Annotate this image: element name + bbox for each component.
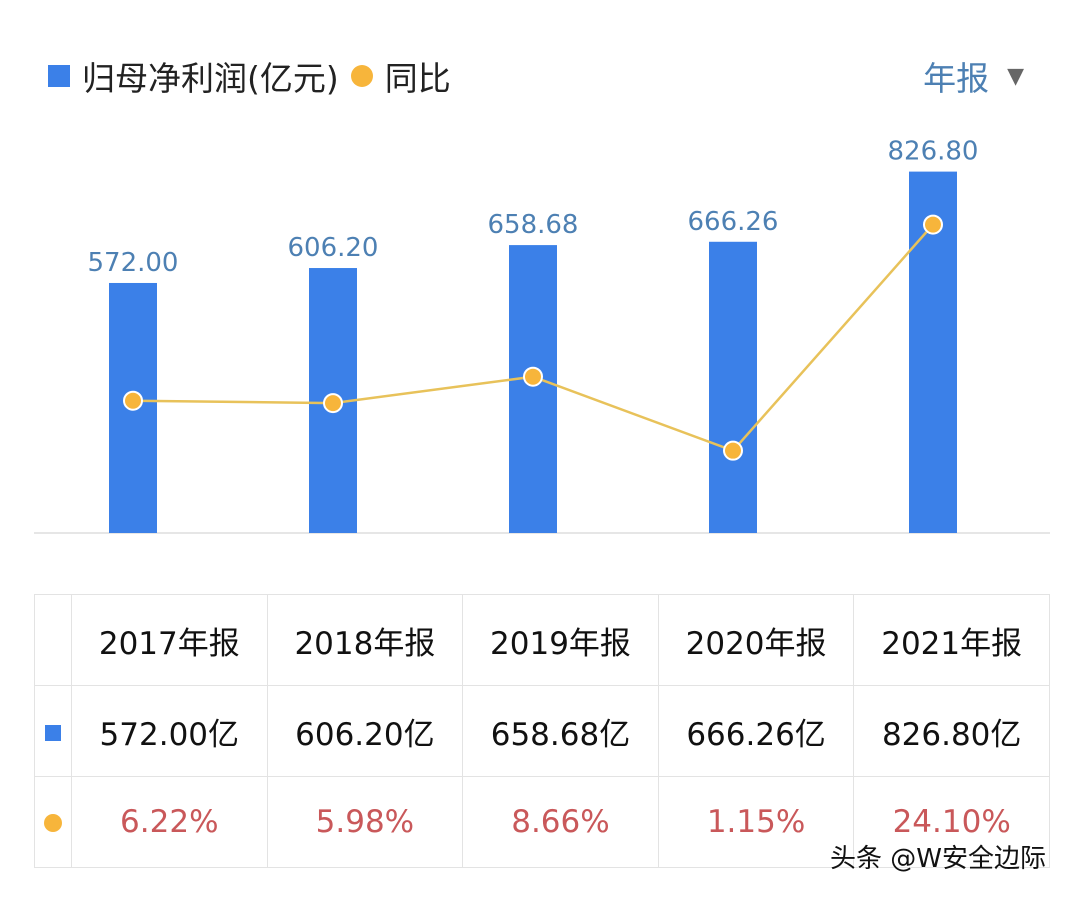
- header-cell: 2020年报: [657, 594, 855, 686]
- caret-down-icon: ▼: [1007, 63, 1024, 89]
- header-cell: 2017年报: [71, 594, 268, 686]
- chart: 572.00 606.20 658.68 666.26 826.80: [34, 137, 1050, 534]
- bar-label: 572.00: [88, 248, 179, 278]
- value-cell: 572.00亿: [71, 685, 268, 777]
- pct-cell: 5.98%: [266, 776, 464, 868]
- bar-legend-swatch: [48, 65, 70, 87]
- value-cell: 666.26亿: [657, 685, 855, 777]
- yoy-point: [523, 366, 543, 387]
- header-cell: 2018年报: [266, 594, 464, 686]
- bar-label: 658.68: [488, 210, 579, 240]
- watermark: 头条 @W安全边际: [830, 844, 1046, 874]
- period-label: 年报: [923, 59, 990, 98]
- bar-label: 606.20: [288, 233, 379, 263]
- bar-label: 666.26: [688, 207, 779, 237]
- header-cell: 2019年报: [462, 594, 659, 686]
- bar-legend-cell: [34, 685, 72, 777]
- line-legend-swatch: [350, 65, 373, 87]
- value-cell: 826.80亿: [853, 685, 1050, 777]
- legend-series2: 同比: [384, 59, 451, 98]
- pct-cell: 24.10%: [853, 776, 1050, 868]
- bar: [709, 241, 757, 533]
- yoy-point: [723, 440, 743, 461]
- line-legend-cell: [34, 776, 72, 868]
- corner-cell: [34, 594, 72, 686]
- value-cell: 658.68亿: [462, 685, 659, 777]
- legend-series1: 归母净利润(亿元): [82, 59, 339, 98]
- square-icon: [45, 725, 61, 741]
- pct-cell: 8.66%: [462, 776, 659, 868]
- bar-label: 826.80: [888, 137, 979, 167]
- data-table: 2017年报 2018年报 2019年报 2020年报 2021年报 572.00亿 60…: [34, 594, 1050, 868]
- legend: 归母净利润(亿元) 同比: [48, 52, 451, 100]
- circle-icon: [44, 814, 62, 832]
- yoy-point: [323, 393, 343, 414]
- value-cell: 606.20亿: [266, 685, 464, 777]
- bar: [509, 245, 557, 533]
- pct-cell: 1.15%: [657, 776, 855, 868]
- yoy-point: [123, 390, 143, 411]
- pct-cell: 6.22%: [71, 776, 268, 868]
- header-cell: 2021年报: [853, 594, 1050, 686]
- yoy-point: [923, 214, 943, 235]
- period-dropdown[interactable]: 年报 ▼: [923, 52, 1024, 100]
